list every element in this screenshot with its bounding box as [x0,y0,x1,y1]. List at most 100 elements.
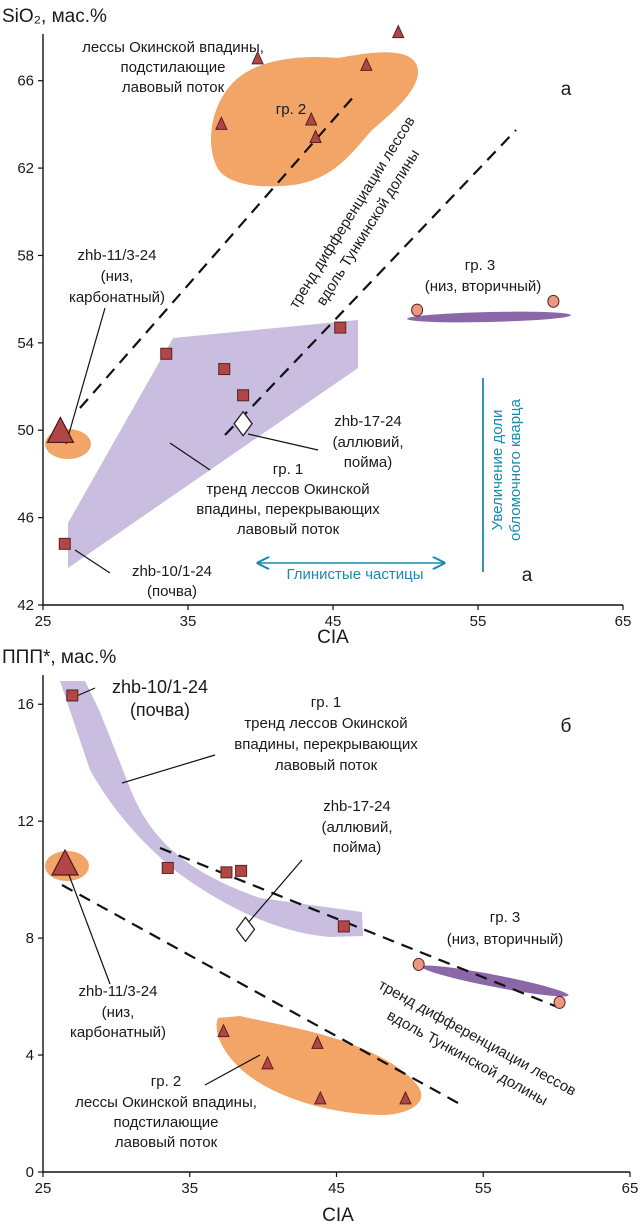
zhb10-id: zhb-10/1-24 [132,563,212,580]
point-triangle [399,1090,412,1105]
x-tick-label: 45 [328,1180,345,1197]
point-triangle [314,1090,327,1105]
leader-zhb11 [65,307,106,445]
point-square [235,864,248,877]
point-diamond [233,410,253,437]
zhb17-line1: (аллювий, [333,434,404,451]
gr2-title: лессы Окинской впадины, [82,39,264,56]
point-circle [547,294,560,308]
y-tick-label: 46 [17,510,34,527]
x-tick-label: 65 [615,613,632,630]
panel-b-ticks: 25 35 45 55 65 0 4 8 12 16 [17,696,638,1197]
x-tick-label: 35 [181,1180,198,1197]
y-axis-label: ППП*, мас.% [2,647,116,668]
panel-a-chart: 25 35 45 55 65 42 46 50 54 58 62 66 SiO₂, мас.% CIA… [2,6,631,648]
y-tick-label: 8 [26,930,34,947]
zhb11-line2: карбонатный) [70,1024,166,1041]
zhb17-id: zhb-17-24 [334,413,402,430]
gr1-region [60,681,363,937]
panel-label: б [561,716,572,737]
point-square [237,389,250,402]
gr2-label: гр. 2 [151,1073,182,1090]
point-circle [412,957,425,971]
zhb11-line1: (низ, [101,268,134,285]
y-tick-label: 66 [17,73,34,90]
gr1-line3: лавовый поток [237,521,340,538]
zhb17-line1: (аллювий, [322,819,393,836]
gr2-line2: подстилающие [113,1114,218,1131]
y-tick-label: 42 [17,597,34,614]
point-triangle [309,129,322,143]
gr1-label: гр. 1 [311,694,342,711]
point-square [66,689,79,702]
gr1-line1: тренд лессов Окинской [244,715,407,732]
gr3-label: гр. 3 [465,257,496,274]
point-square [220,866,233,879]
point-square [334,321,347,334]
zhb17-line2: пойма) [344,454,393,471]
point-triangle [251,50,264,65]
x-tick-label: 55 [470,613,487,630]
gr3-sub: (низ, вторичный) [425,278,542,295]
y-tick-label: 62 [17,160,34,177]
point-square [58,537,71,550]
zhb10-sub: (почва) [147,583,197,600]
point-square [161,861,174,874]
gr1-line2: впадины, перекрывающих [196,501,380,518]
x-axis-label: CIA [322,1205,354,1226]
y-axis-label: SiO₂, мас.% [2,6,107,27]
y-tick-label: 12 [17,813,34,830]
y-tick-label: 0 [26,1164,34,1181]
zhb11-line1: (низ, [102,1004,135,1021]
gr3-label: гр. 3 [490,909,521,926]
x-axis-label: CIA [317,627,349,648]
leader-gr2 [204,1054,261,1086]
zhb11-id: zhb-11/3-24 [79,983,158,1000]
gr2-label: гр. 2 [276,101,307,118]
leader-zhb11 [65,866,111,985]
gr2-line3: лавовый поток [115,1134,218,1151]
corner-label: а [522,565,533,586]
panel-b-marks [51,689,566,1105]
gr3-region [407,311,571,323]
trend-line-lower [61,884,459,1104]
zhb11-id: zhb-11/3-24 [78,247,157,264]
point-triangle [217,1023,230,1038]
x-tick-label: 45 [325,613,342,630]
quartz-label-line2: обломочного кварца [507,398,524,541]
point-triangle [215,116,228,130]
gr3-sub: (низ, вторичный) [447,931,564,948]
x-tick-label: 65 [622,1180,639,1197]
x-tick-label: 25 [35,1180,52,1197]
point-triangle [391,24,405,39]
point-big-triangle [51,848,80,876]
y-tick-label: 16 [17,696,34,713]
point-circle [411,303,424,317]
y-tick-label: 54 [17,335,34,352]
leader-zhb17 [247,433,319,451]
point-square [337,920,350,933]
leader-zhb17 [246,859,303,925]
x-tick-label: 55 [475,1180,492,1197]
leader-zhb10 [74,549,111,574]
gr1-line2: впадины, перекрывающих [234,736,418,753]
y-tick-label: 50 [17,422,34,439]
zhb17-line2: пойма) [333,839,382,856]
gr1-label: гр. 1 [273,461,304,478]
gr1-line3: лавовый поток [275,757,378,774]
point-big-triangle [46,416,75,444]
point-triangle [304,111,318,126]
trend-line-lower [224,129,517,436]
point-circle [553,995,566,1009]
point-triangle [360,57,373,71]
panel-b-chart: 25 35 45 55 65 0 4 8 12 16 ППП*, мас.% CIA б zhb-… [2,647,638,1226]
panel-label: а [561,79,572,100]
x-tick-label: 35 [180,613,197,630]
leader-gr1 [121,754,216,784]
point-triangle [311,1035,324,1049]
leader-gr1 [169,442,211,471]
point-square [218,363,231,376]
zhb10-sub: (почва) [130,700,190,720]
x-tick-label: 25 [35,613,52,630]
clay-label: Глинистые частицы [286,566,423,583]
